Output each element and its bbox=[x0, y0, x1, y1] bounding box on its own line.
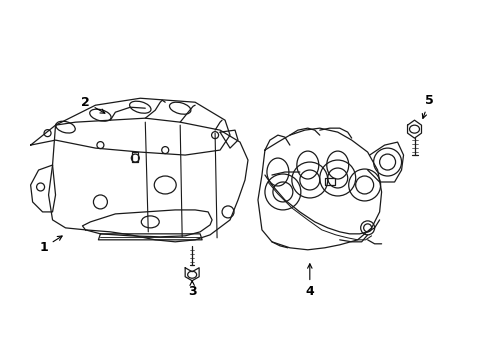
Text: 1: 1 bbox=[39, 236, 62, 254]
Text: 5: 5 bbox=[422, 94, 433, 118]
Text: 2: 2 bbox=[81, 96, 104, 113]
Text: 3: 3 bbox=[187, 281, 196, 298]
Text: 4: 4 bbox=[305, 264, 314, 298]
